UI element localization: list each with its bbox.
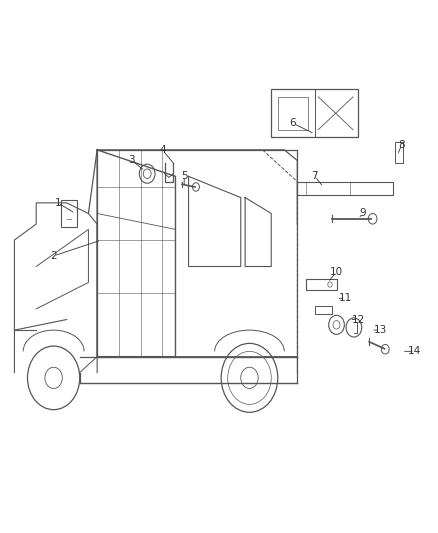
- Text: 9: 9: [359, 208, 366, 219]
- Text: 1: 1: [55, 198, 61, 208]
- Text: 2: 2: [50, 251, 57, 261]
- Text: 11: 11: [339, 293, 352, 303]
- Bar: [315, 306, 332, 314]
- Bar: [297, 182, 393, 195]
- Bar: [271, 89, 358, 136]
- Text: 4: 4: [159, 145, 166, 155]
- Text: 6: 6: [290, 118, 296, 128]
- Bar: [61, 200, 77, 227]
- Bar: [278, 97, 308, 130]
- Text: 7: 7: [311, 172, 318, 181]
- Bar: [395, 142, 403, 163]
- Text: 5: 5: [181, 172, 187, 181]
- Text: 14: 14: [408, 346, 421, 357]
- Text: 3: 3: [129, 156, 135, 165]
- Text: 13: 13: [374, 325, 387, 335]
- Text: 10: 10: [330, 267, 343, 277]
- Bar: [306, 279, 336, 290]
- Text: 8: 8: [399, 140, 405, 150]
- Text: 12: 12: [352, 314, 365, 325]
